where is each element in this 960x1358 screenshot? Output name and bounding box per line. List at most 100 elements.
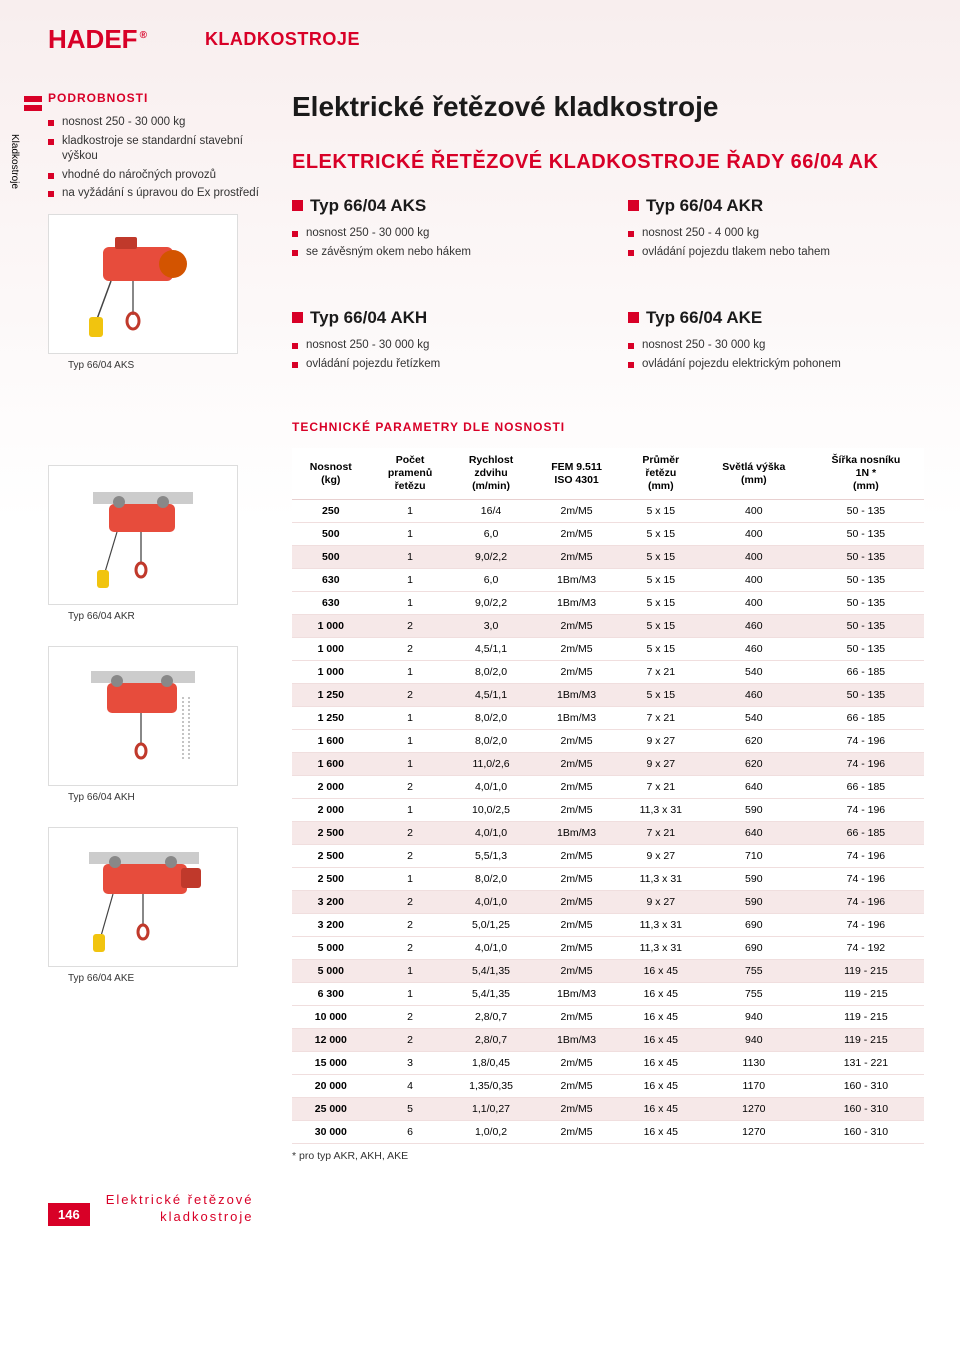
table-cell: 131 - 221	[808, 1052, 924, 1075]
table-cell: 400	[700, 523, 808, 546]
table-cell: 74 - 192	[808, 937, 924, 960]
type-bullet: nosnost 250 - 4 000 kg	[628, 226, 924, 242]
table-header-cell: Světlá výška(mm)	[700, 448, 808, 500]
table-cell: 1Bm/M3	[532, 569, 622, 592]
table-cell: 74 - 196	[808, 730, 924, 753]
table-cell: 11,3 x 31	[622, 799, 700, 822]
section-title: KLADKOSTROJE	[205, 29, 360, 50]
table-header-cell: Nosnost(kg)	[292, 448, 370, 500]
type-heading-ake: Typ 66/04 AKE	[628, 308, 924, 328]
table-cell: 710	[700, 845, 808, 868]
table-cell: 1	[370, 523, 451, 546]
type-bullet: ovládání pojezdu řetízkem	[292, 357, 588, 373]
table-cell: 4,0/1,0	[451, 776, 532, 799]
table-cell: 460	[700, 615, 808, 638]
table-cell: 50 - 135	[808, 684, 924, 707]
side-tab-label: Kladkostroje	[8, 130, 22, 193]
table-row: 1 60018,0/2,02m/M59 x 2762074 - 196	[292, 730, 924, 753]
table-cell: 400	[700, 569, 808, 592]
table-cell: 16 x 45	[622, 960, 700, 983]
table-cell: 5 000	[292, 937, 370, 960]
table-cell: 630	[292, 592, 370, 615]
table-cell: 25 000	[292, 1098, 370, 1121]
footer-line2: kladkostroje	[160, 1209, 253, 1224]
table-cell: 2m/M5	[532, 776, 622, 799]
table-cell: 1 000	[292, 615, 370, 638]
table-cell: 2 500	[292, 822, 370, 845]
table-cell: 1130	[700, 1052, 808, 1075]
table-cell: 2	[370, 615, 451, 638]
table-cell: 690	[700, 914, 808, 937]
table-cell: 2m/M5	[532, 546, 622, 569]
table-cell: 500	[292, 523, 370, 546]
table-cell: 7 x 21	[622, 822, 700, 845]
table-cell: 50 - 135	[808, 500, 924, 523]
table-cell: 50 - 135	[808, 592, 924, 615]
table-cell: 16 x 45	[622, 1121, 700, 1144]
table-cell: 2m/M5	[532, 1075, 622, 1098]
table-cell: 6	[370, 1121, 451, 1144]
table-cell: 119 - 215	[808, 983, 924, 1006]
table-cell: 5 000	[292, 960, 370, 983]
table-row: 1 25024,5/1,11Bm/M35 x 1546050 - 135	[292, 684, 924, 707]
table-cell: 1	[370, 753, 451, 776]
table-cell: 1	[370, 707, 451, 730]
table-cell: 5,4/1,35	[451, 983, 532, 1006]
table-row: 250116/42m/M55 x 1540050 - 135	[292, 500, 924, 523]
table-cell: 74 - 196	[808, 753, 924, 776]
table-cell: 9,0/2,2	[451, 592, 532, 615]
table-cell: 1270	[700, 1098, 808, 1121]
table-row: 1 00023,02m/M55 x 1546050 - 135	[292, 615, 924, 638]
product-image-aks	[48, 214, 238, 354]
table-cell: 1	[370, 799, 451, 822]
table-cell: 16/4	[451, 500, 532, 523]
footer-line1: Elektrické řetězové	[106, 1192, 254, 1207]
table-cell: 15 000	[292, 1052, 370, 1075]
table-cell: 940	[700, 1029, 808, 1052]
table-row: 1 00024,5/1,12m/M55 x 1546050 - 135	[292, 638, 924, 661]
table-cell: 6,0	[451, 569, 532, 592]
table-cell: 2 500	[292, 845, 370, 868]
table-cell: 1Bm/M3	[532, 983, 622, 1006]
table-cell: 2m/M5	[532, 615, 622, 638]
table-cell: 3	[370, 1052, 451, 1075]
table-cell: 2m/M5	[532, 799, 622, 822]
table-cell: 1Bm/M3	[532, 822, 622, 845]
table-cell: 620	[700, 730, 808, 753]
type-bullet: se závěsným okem nebo hákem	[292, 245, 588, 261]
table-row: 50016,02m/M55 x 1540050 - 135	[292, 523, 924, 546]
table-cell: 2m/M5	[532, 937, 622, 960]
table-cell: 2m/M5	[532, 891, 622, 914]
brand-logo: HADEF®	[48, 24, 147, 55]
table-cell: 2	[370, 937, 451, 960]
table-cell: 1	[370, 592, 451, 615]
table-cell: 8,0/2,0	[451, 868, 532, 891]
table-cell: 9,0/2,2	[451, 546, 532, 569]
table-cell: 1	[370, 546, 451, 569]
table-cell: 74 - 196	[808, 845, 924, 868]
table-row: 5 00015,4/1,352m/M516 x 45755119 - 215	[292, 960, 924, 983]
table-cell: 2m/M5	[532, 661, 622, 684]
main-heading: Elektrické řetězové kladkostroje	[292, 91, 924, 123]
table-cell: 119 - 215	[808, 1029, 924, 1052]
table-cell: 11,3 x 31	[622, 868, 700, 891]
table-cell: 640	[700, 822, 808, 845]
table-cell: 1Bm/M3	[532, 1029, 622, 1052]
table-cell: 50 - 135	[808, 569, 924, 592]
table-cell: 3 200	[292, 891, 370, 914]
type-bullet: ovládání pojezdu elektrickým pohonem	[628, 357, 924, 373]
table-cell: 2	[370, 914, 451, 937]
table-cell: 1	[370, 960, 451, 983]
type-bullet: ovládání pojezdu tlakem nebo tahem	[628, 245, 924, 261]
table-row: 1 00018,0/2,02m/M57 x 2154066 - 185	[292, 661, 924, 684]
type-block-akr: Typ 66/04 AKR nosnost 250 - 4 000 kgovlá…	[628, 196, 924, 272]
type-heading-akh: Typ 66/04 AKH	[292, 308, 588, 328]
table-row: 6 30015,4/1,351Bm/M316 x 45755119 - 215	[292, 983, 924, 1006]
table-cell: 2m/M5	[532, 1052, 622, 1075]
table-cell: 620	[700, 753, 808, 776]
table-header-cell: Šířka nosníku1N *(mm)	[808, 448, 924, 500]
table-cell: 2m/M5	[532, 1006, 622, 1029]
table-cell: 50 - 135	[808, 523, 924, 546]
table-cell: 940	[700, 1006, 808, 1029]
table-cell: 2	[370, 638, 451, 661]
